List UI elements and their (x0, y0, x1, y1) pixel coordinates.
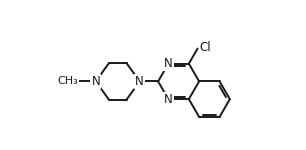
Text: Cl: Cl (200, 41, 211, 54)
Text: CH₃: CH₃ (57, 76, 78, 86)
Text: N: N (91, 75, 100, 88)
Text: N: N (164, 57, 173, 70)
Text: N: N (164, 93, 173, 106)
Text: N: N (135, 75, 144, 88)
